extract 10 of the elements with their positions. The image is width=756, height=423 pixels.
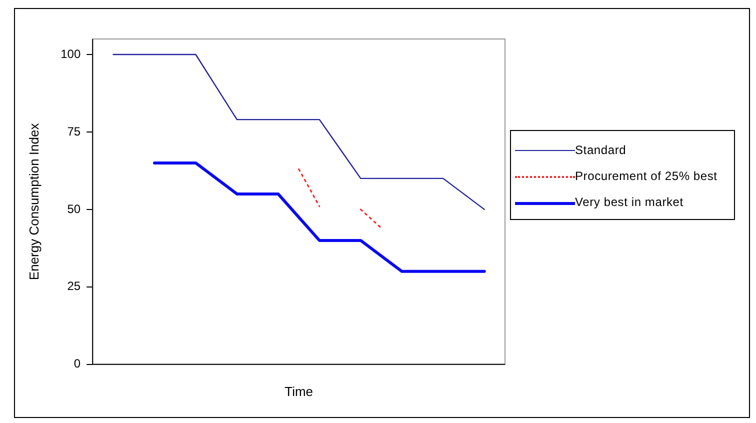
y-axis-title: Energy Consumption Index — [26, 122, 42, 280]
y-tick-label: 0 — [74, 356, 81, 371]
x-axis-title: Time — [284, 384, 314, 399]
legend-label: Very best in market — [575, 195, 684, 209]
y-tick-label: 50 — [67, 202, 81, 216]
y-tick-label: 75 — [67, 124, 81, 138]
legend-label: Standard — [575, 143, 626, 157]
legend-label: Procurement of 25% best — [575, 169, 718, 183]
y-tick-label: 100 — [60, 46, 81, 61]
y-tick-label: 25 — [67, 279, 81, 294]
